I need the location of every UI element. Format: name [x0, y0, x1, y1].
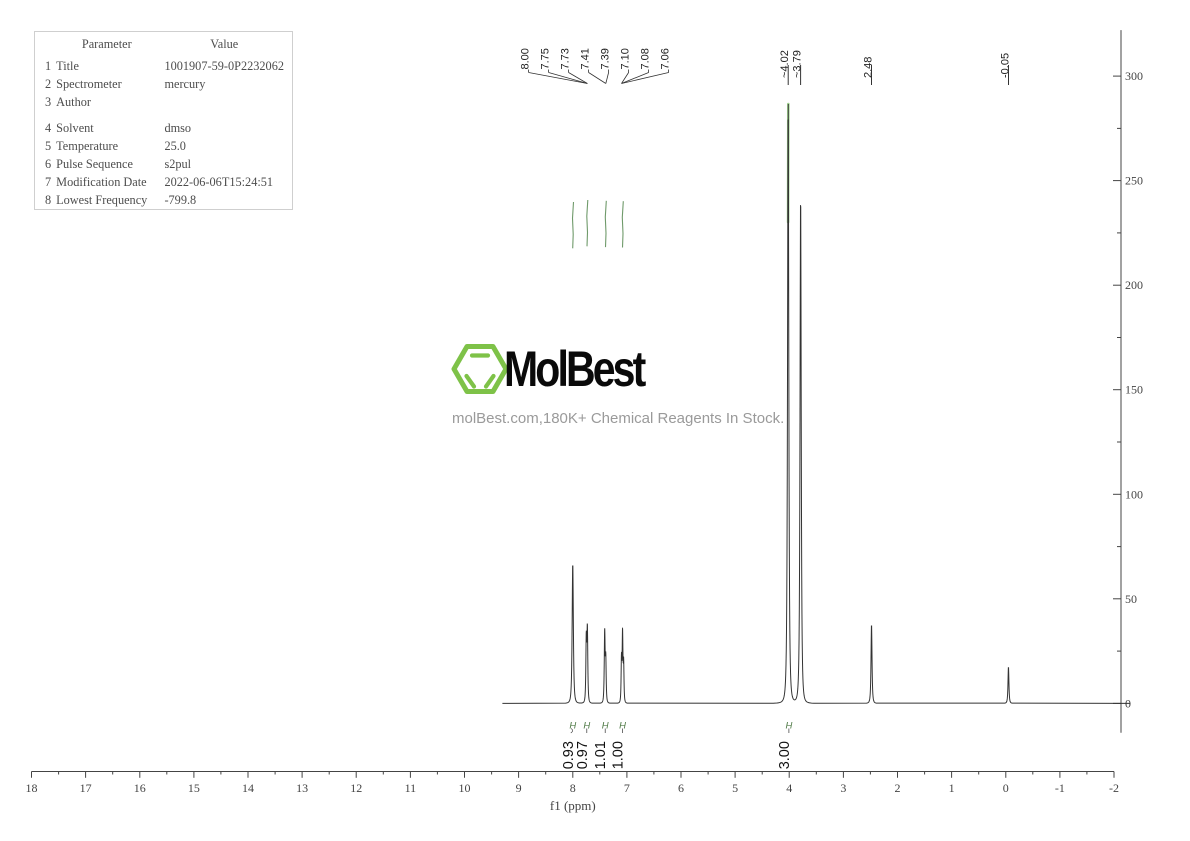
svg-text:9: 9: [516, 781, 522, 795]
svg-text:18: 18: [26, 781, 38, 795]
svg-text:15: 15: [188, 781, 200, 795]
svg-text:2.48: 2.48: [863, 57, 875, 78]
svg-text:2: 2: [895, 781, 901, 795]
svg-text:7.08: 7.08: [640, 48, 652, 69]
svg-text:100: 100: [1125, 487, 1143, 501]
svg-text:8: 8: [570, 781, 576, 795]
svg-text:4: 4: [786, 781, 792, 795]
svg-text:50: 50: [1125, 592, 1137, 606]
svg-text:-1: -1: [1055, 781, 1065, 795]
svg-text:1.00: 1.00: [611, 741, 627, 769]
svg-text:200: 200: [1125, 278, 1143, 292]
svg-text:-0.05: -0.05: [1000, 53, 1012, 78]
svg-text:0.97: 0.97: [575, 741, 591, 769]
svg-text:10: 10: [459, 781, 471, 795]
svg-text:~3.79: ~3.79: [792, 50, 804, 78]
svg-text:11: 11: [405, 781, 417, 795]
svg-text:7.39: 7.39: [600, 48, 612, 69]
svg-text:7: 7: [624, 781, 630, 795]
svg-text:7.73: 7.73: [560, 48, 572, 69]
svg-text:5: 5: [732, 781, 738, 795]
svg-text:12: 12: [350, 781, 362, 795]
svg-text:0: 0: [1003, 781, 1009, 795]
svg-text:16: 16: [134, 781, 146, 795]
svg-text:300: 300: [1125, 69, 1143, 83]
svg-text:7.10: 7.10: [620, 48, 632, 69]
svg-text:~4.02: ~4.02: [779, 50, 791, 78]
svg-text:3: 3: [840, 781, 846, 795]
svg-text:150: 150: [1125, 383, 1143, 397]
svg-text:6: 6: [678, 781, 684, 795]
svg-text:17: 17: [80, 781, 92, 795]
svg-text:7.06: 7.06: [660, 48, 672, 69]
svg-text:14: 14: [242, 781, 254, 795]
svg-text:7.41: 7.41: [580, 48, 592, 69]
svg-text:1.01: 1.01: [593, 741, 609, 769]
svg-text:f1 (ppm): f1 (ppm): [550, 798, 596, 813]
svg-text:1: 1: [949, 781, 955, 795]
svg-text:7.75: 7.75: [540, 48, 552, 69]
svg-text:13: 13: [296, 781, 308, 795]
svg-text:3.00: 3.00: [777, 741, 793, 769]
svg-text:8.00: 8.00: [520, 48, 532, 69]
svg-text:-2: -2: [1109, 781, 1119, 795]
svg-text:H: H: [569, 721, 576, 732]
svg-text:250: 250: [1125, 174, 1143, 188]
